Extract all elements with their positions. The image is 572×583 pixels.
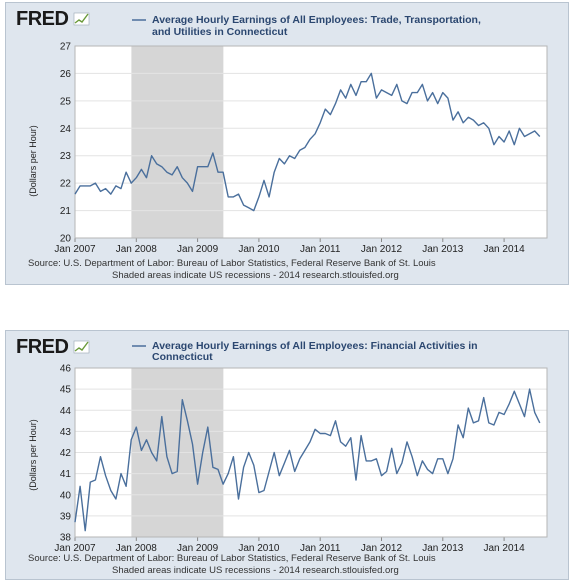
source-line1: Source: U.S. Department of Labor: Bureau… bbox=[28, 258, 436, 269]
y-tick-label: 24 bbox=[60, 124, 72, 135]
x-tick-label: Jan 2013 bbox=[422, 244, 464, 255]
x-tick-label: Jan 2013 bbox=[422, 543, 464, 554]
fred-logo: FRED bbox=[16, 8, 90, 30]
source-line1: Source: U.S. Department of Labor: Bureau… bbox=[28, 553, 436, 564]
x-tick-label: Jan 2010 bbox=[238, 543, 280, 554]
chart-title-line1: Average Hourly Earnings of All Employees… bbox=[152, 14, 481, 26]
x-tick-label: Jan 2008 bbox=[116, 244, 158, 255]
y-tick-label: 45 bbox=[60, 385, 72, 396]
y-tick-label: 44 bbox=[60, 406, 72, 417]
y-tick-label: 20 bbox=[60, 234, 72, 245]
fred-graph-icon bbox=[73, 340, 90, 354]
x-tick-label: Jan 2012 bbox=[361, 543, 403, 554]
fred-graph-icon bbox=[73, 12, 90, 26]
y-tick-label: 43 bbox=[60, 427, 72, 438]
y-tick-label: 27 bbox=[60, 42, 72, 53]
recession-shading bbox=[131, 46, 224, 238]
x-tick-label: Jan 2014 bbox=[484, 244, 526, 255]
chart-title-line1: Average Hourly Earnings of All Employees… bbox=[152, 340, 478, 352]
chart-panel-1: FRED Average Hourly Earnings of All Empl… bbox=[5, 2, 569, 285]
chart-title-line2: and Utilities in Connecticut bbox=[152, 26, 288, 38]
fred-logo-text: FRED bbox=[16, 8, 69, 30]
series-line bbox=[74, 72, 541, 212]
y-tick-label: 40 bbox=[60, 490, 72, 501]
x-tick-label: Jan 2012 bbox=[361, 244, 403, 255]
x-tick-label: Jan 2011 bbox=[300, 244, 341, 255]
chart-panel-2: FRED Average Hourly Earnings of All Empl… bbox=[5, 330, 569, 580]
y-tick-label: 22 bbox=[60, 179, 72, 190]
x-tick-label: Jan 2010 bbox=[238, 244, 280, 255]
y-tick-label: 41 bbox=[60, 469, 72, 480]
chart-title-line2: Connecticut bbox=[152, 351, 213, 363]
y-tick-label: 21 bbox=[60, 206, 72, 217]
plot-area: 38 39 40 41 42 43 44 45 46 Jan 2007 Jan 2008 Jan 20… bbox=[54, 364, 548, 554]
y-tick-label: 46 bbox=[60, 364, 72, 375]
y-tick-label: 26 bbox=[60, 69, 72, 80]
fred-logo: FRED bbox=[16, 336, 90, 358]
y-tick-label: 25 bbox=[60, 96, 72, 107]
fred-logo-text: FRED bbox=[16, 336, 69, 358]
y-tick-label: 23 bbox=[60, 151, 72, 162]
x-tick-label: Jan 2009 bbox=[177, 244, 219, 255]
x-tick-label: Jan 2007 bbox=[54, 244, 96, 255]
y-tick-label: 38 bbox=[60, 533, 72, 544]
source-line2: Shaded areas indicate US recessions - 20… bbox=[112, 270, 399, 281]
series-line bbox=[74, 388, 541, 532]
plot-area: 20 21 22 23 24 25 26 27 Jan 2007 Jan 2008 Jan 2009… bbox=[54, 42, 548, 255]
x-tick-label: Jan 2014 bbox=[484, 543, 526, 554]
x-tick-label: Jan 2007 bbox=[54, 543, 96, 554]
y-axis-label: (Dollars per Hour) bbox=[28, 125, 38, 197]
x-tick-label: Jan 2011 bbox=[300, 543, 341, 554]
y-tick-label: 42 bbox=[60, 448, 72, 459]
plot-border bbox=[74, 367, 548, 538]
y-tick-label: 39 bbox=[60, 511, 72, 522]
y-axis-label: (Dollars per Hour) bbox=[28, 419, 38, 491]
chart-1: FRED Average Hourly Earnings of All Empl… bbox=[16, 8, 548, 281]
x-tick-label: Jan 2009 bbox=[177, 543, 219, 554]
chart-2: FRED Average Hourly Earnings of All Empl… bbox=[16, 336, 548, 576]
x-tick-label: Jan 2008 bbox=[116, 543, 158, 554]
plot-border bbox=[74, 45, 548, 239]
source-line2: Shaded areas indicate US recessions - 20… bbox=[112, 565, 399, 576]
